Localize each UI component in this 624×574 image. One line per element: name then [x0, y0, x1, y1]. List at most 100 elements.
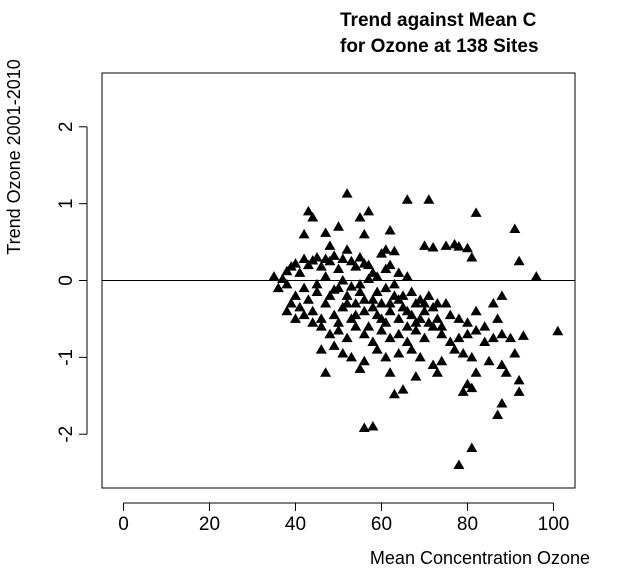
y-tick-label: 1 — [56, 198, 77, 209]
data-point — [444, 336, 456, 346]
data-point — [457, 386, 469, 396]
data-point — [354, 251, 366, 262]
data-point — [384, 259, 396, 270]
data-point — [363, 205, 375, 216]
x-tick-label: 60 — [371, 514, 392, 535]
data-point — [358, 355, 370, 366]
data-point — [294, 267, 306, 277]
x-tick-label: 100 — [538, 514, 570, 535]
data-point — [320, 227, 332, 237]
data-point — [436, 321, 448, 331]
data-point — [290, 313, 301, 323]
data-point — [492, 409, 504, 419]
data-point — [285, 298, 297, 308]
data-point — [345, 351, 357, 362]
data-point — [298, 282, 310, 293]
data-point — [388, 388, 400, 399]
data-point — [436, 355, 448, 366]
data-point — [367, 301, 379, 312]
data-point — [367, 421, 379, 431]
data-point — [384, 367, 396, 377]
data-point — [466, 382, 478, 393]
data-point — [328, 340, 340, 350]
x-axis: 0 20 40 60 80 100 — [118, 502, 570, 535]
data-point — [393, 294, 405, 304]
data-point — [311, 286, 323, 297]
data-point — [431, 298, 443, 308]
data-point — [496, 397, 508, 408]
data-point — [354, 363, 366, 373]
data-point — [281, 305, 293, 316]
data-point — [487, 332, 499, 343]
data-point — [384, 332, 396, 343]
data-point — [328, 250, 340, 260]
data-point — [393, 267, 405, 277]
data-point — [307, 211, 319, 222]
data-point — [341, 298, 353, 308]
data-point — [324, 255, 336, 266]
data-point — [315, 344, 327, 354]
data-point — [453, 459, 465, 469]
data-point — [354, 211, 366, 222]
chart-title-line-1: Trend against Mean C — [340, 10, 537, 31]
data-point — [341, 290, 353, 300]
data-point — [384, 305, 396, 316]
data-point — [384, 225, 396, 235]
data-point — [401, 321, 413, 331]
data-point — [436, 328, 448, 339]
data-point — [479, 321, 491, 331]
data-point — [333, 324, 344, 335]
data-point — [320, 367, 332, 377]
data-point — [376, 298, 387, 308]
data-point — [272, 282, 284, 293]
data-point — [462, 242, 473, 253]
data-point — [427, 321, 439, 331]
data-point — [354, 286, 366, 297]
data-point — [320, 298, 332, 308]
data-point — [401, 194, 413, 204]
data-point — [277, 273, 289, 283]
data-point — [423, 290, 435, 300]
data-point — [376, 324, 387, 335]
data-point — [513, 386, 525, 396]
data-point — [307, 317, 319, 327]
data-point — [401, 271, 413, 281]
data-point — [302, 205, 314, 216]
data-point — [440, 298, 452, 308]
data-point — [333, 221, 344, 231]
data-point — [380, 351, 392, 362]
data-point — [509, 223, 521, 234]
data-point — [466, 251, 478, 262]
y-axis: -2 -1 0 1 2 — [56, 122, 88, 443]
data-point — [410, 317, 422, 327]
data-point — [358, 328, 370, 339]
data-point — [337, 348, 349, 358]
data-point — [324, 240, 336, 250]
data-point — [393, 313, 405, 323]
data-point — [315, 261, 327, 271]
data-point — [337, 275, 349, 285]
data-point — [290, 258, 301, 268]
data-point — [410, 324, 422, 335]
data-point — [376, 313, 387, 323]
data-point — [358, 228, 370, 239]
data-point — [393, 328, 405, 339]
data-point — [470, 305, 482, 316]
data-point — [307, 305, 319, 316]
data-point — [302, 294, 314, 304]
data-point — [328, 309, 340, 320]
data-point — [479, 336, 491, 346]
data-point — [470, 367, 482, 377]
data-point — [487, 298, 499, 308]
data-point — [376, 248, 387, 258]
data-point — [470, 207, 482, 217]
data-point — [496, 359, 508, 370]
data-point — [298, 228, 310, 239]
data-point — [505, 332, 516, 343]
data-point — [367, 336, 379, 346]
chart-title: Trend against Mean C for Ozone at 138 Si… — [340, 10, 539, 57]
data-point — [341, 244, 353, 254]
data-point — [345, 281, 357, 291]
data-point — [453, 332, 465, 343]
